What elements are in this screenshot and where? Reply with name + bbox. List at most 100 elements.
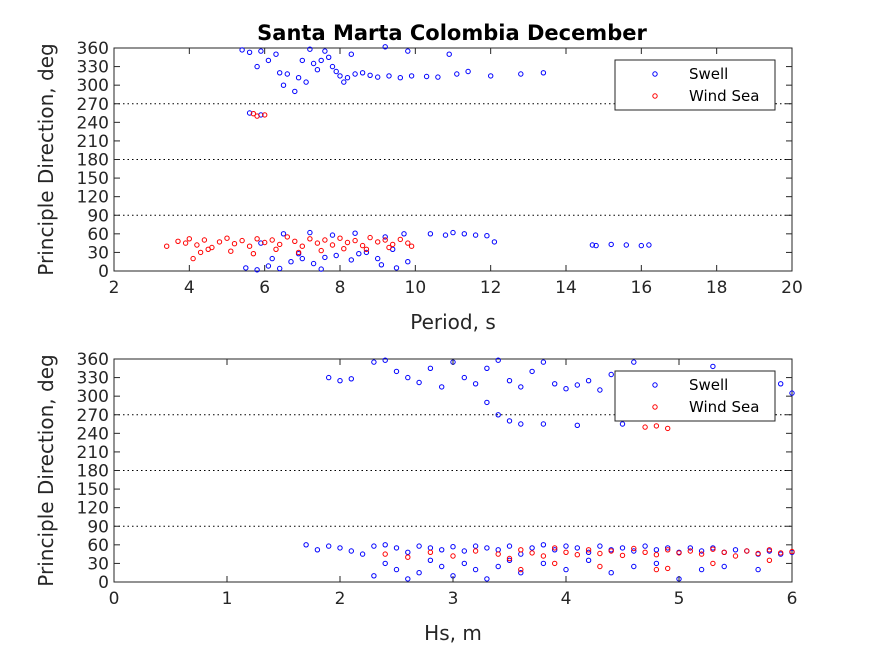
panel-1-y-tick-label: 300: [77, 387, 109, 407]
panel-1-swell-point: [405, 374, 411, 381]
panel-1-swell-point: [574, 382, 580, 388]
panel-0-wind-sea-point: [382, 237, 388, 243]
panel-1-swell-point: [506, 543, 513, 549]
panel-1-swell-point: [393, 566, 400, 573]
panel-1-swell-point: [653, 547, 660, 553]
top-panel-period-scatter: 2 4 6 8 10 12 14 16 18 20 030609012015018021024027…: [34, 39, 803, 334]
panel-1-swell-point: [337, 378, 343, 384]
panel-0-wind-sea-point: [363, 246, 370, 253]
panel-1-swell-point: [416, 379, 422, 386]
panel-0-swell-point: [258, 48, 264, 54]
panel-1-wind-sea-point: [597, 563, 603, 570]
panel-0-wind-sea-point: [344, 239, 351, 246]
panel-0-swell-point: [540, 70, 547, 76]
panel-1-swell-point: [597, 543, 603, 549]
panel-0-swell-point: [326, 54, 332, 60]
panel-0-x-tick-label: 14: [555, 278, 577, 298]
panel-1-wind-sea-point: [710, 560, 716, 567]
panel-1-wind-sea-point: [665, 565, 671, 572]
panel-0-wind-sea-point: [329, 242, 336, 248]
panel-1-swell-point: [665, 545, 671, 551]
panel-1-swell-point: [540, 359, 547, 365]
panel-0-y-tick-label: 150: [77, 169, 109, 189]
panel-1-swell-point: [619, 545, 626, 551]
panel-1-swell-point: [348, 376, 354, 382]
panel-0-x-tick-label: 20: [781, 278, 803, 298]
panel-1-wind-sea-point: [450, 553, 456, 559]
panel-0-swell-point: [299, 57, 305, 64]
panel-0-y-tick-label: 270: [77, 95, 109, 115]
panel-0-x-tick-label: 4: [184, 278, 195, 298]
panel-0-wind-sea-point: [318, 247, 324, 254]
panel-1-wind-sea-point: [642, 549, 648, 555]
panel-0-wind-sea-point: [182, 240, 189, 246]
panel-0-wind-sea-point: [231, 241, 238, 247]
panel-0-swell-point: [608, 241, 614, 248]
panel-0-wind-sea-point: [190, 255, 196, 262]
panel-0-swell-point: [258, 240, 264, 246]
panel-0-swell-point: [450, 229, 456, 236]
panel-0-wind-sea-point: [314, 240, 321, 246]
panel-1-swell-point: [484, 365, 490, 371]
panel-0-y-tick-label: 210: [77, 132, 109, 152]
panel-1-swell-point: [326, 543, 332, 549]
panel-0-swell-point: [491, 239, 498, 245]
panel-1-wind-sea-point: [585, 547, 592, 553]
panel-1-swell-point: [597, 387, 603, 393]
panel-1-wind-sea-point: [755, 550, 761, 557]
panel-0-swell-point: [329, 232, 336, 238]
panel-0-y-tick-label: 240: [77, 113, 109, 133]
panel-0-legend-marker-wind-sea: [652, 93, 658, 99]
panel-1-wind-sea-point: [789, 548, 795, 555]
panel-0-swell-point: [322, 48, 328, 54]
panel-1-x-axis-label: Hs, m: [424, 621, 482, 645]
panel-1-swell-point: [371, 359, 377, 365]
panel-0-y-tick-label: 30: [87, 243, 109, 263]
panel-0-wind-sea-point: [246, 243, 253, 249]
panel-0-swell-point: [292, 88, 298, 95]
panel-0-y-tick-label: 0: [98, 262, 109, 282]
panel-1-swell-point: [382, 560, 388, 567]
panel-0-swell-point: [341, 79, 347, 85]
panel-0-wind-sea-point: [352, 237, 358, 244]
panel-0-swell-point: [348, 257, 354, 263]
panel-1-legend-marker-swell: [652, 382, 658, 388]
panel-0-swell-point: [401, 231, 407, 237]
panel-1-y-tick-label: 150: [77, 480, 109, 500]
panel-1-swell-point: [495, 412, 501, 418]
panel-0-legend-box: [614, 59, 776, 111]
panel-1-x-tick-label: 5: [674, 589, 685, 609]
panel-0-wind-sea-point: [341, 246, 347, 252]
panel-0-swell-point: [352, 71, 358, 77]
panel-0-swell-point: [239, 47, 245, 53]
panel-0-swell-point: [329, 63, 336, 70]
panel-1-swell-point: [326, 374, 332, 381]
panel-1-swell-point: [495, 357, 501, 363]
panel-0-wind-sea-point: [194, 242, 200, 248]
panel-1-legend: Swell Wind Sea: [614, 370, 776, 422]
panel-0-swell-point: [348, 51, 354, 57]
panel-1-y-axis-label: Principle Direction, deg: [34, 354, 58, 586]
panel-1-swell-point: [789, 390, 795, 396]
panel-0-wind-sea-point: [175, 238, 181, 245]
panel-1-wind-sea-point: [653, 552, 660, 558]
panel-1-wind-sea-point: [382, 551, 388, 557]
panel-1-swell-point: [732, 547, 739, 553]
panel-1-swell-point: [484, 399, 490, 406]
panel-1-wind-sea-point: [495, 551, 501, 557]
panel-1-swell-point: [461, 374, 467, 381]
panel-0-wind-sea-point: [292, 238, 298, 245]
panel-0-wind-sea-point: [284, 234, 290, 240]
panel-1-swell-point: [506, 557, 513, 563]
panel-1-swell-point: [303, 542, 309, 548]
panel-0-swell-point: [638, 242, 644, 249]
panel-1-wind-sea-point: [597, 550, 603, 557]
panel-0-wind-sea-point: [197, 249, 204, 256]
panel-0-y-axis-label: Principle Direction, deg: [34, 43, 58, 275]
panel-1-wind-sea-point: [676, 550, 682, 556]
panel-0-swell-point: [280, 231, 287, 237]
panel-1-x-tick-label: 6: [787, 589, 798, 609]
panel-0-wind-sea-point: [201, 237, 208, 243]
panel-0-legend-label-swell: Swell: [689, 65, 728, 83]
panel-0-legend-marker-swell: [652, 71, 658, 77]
